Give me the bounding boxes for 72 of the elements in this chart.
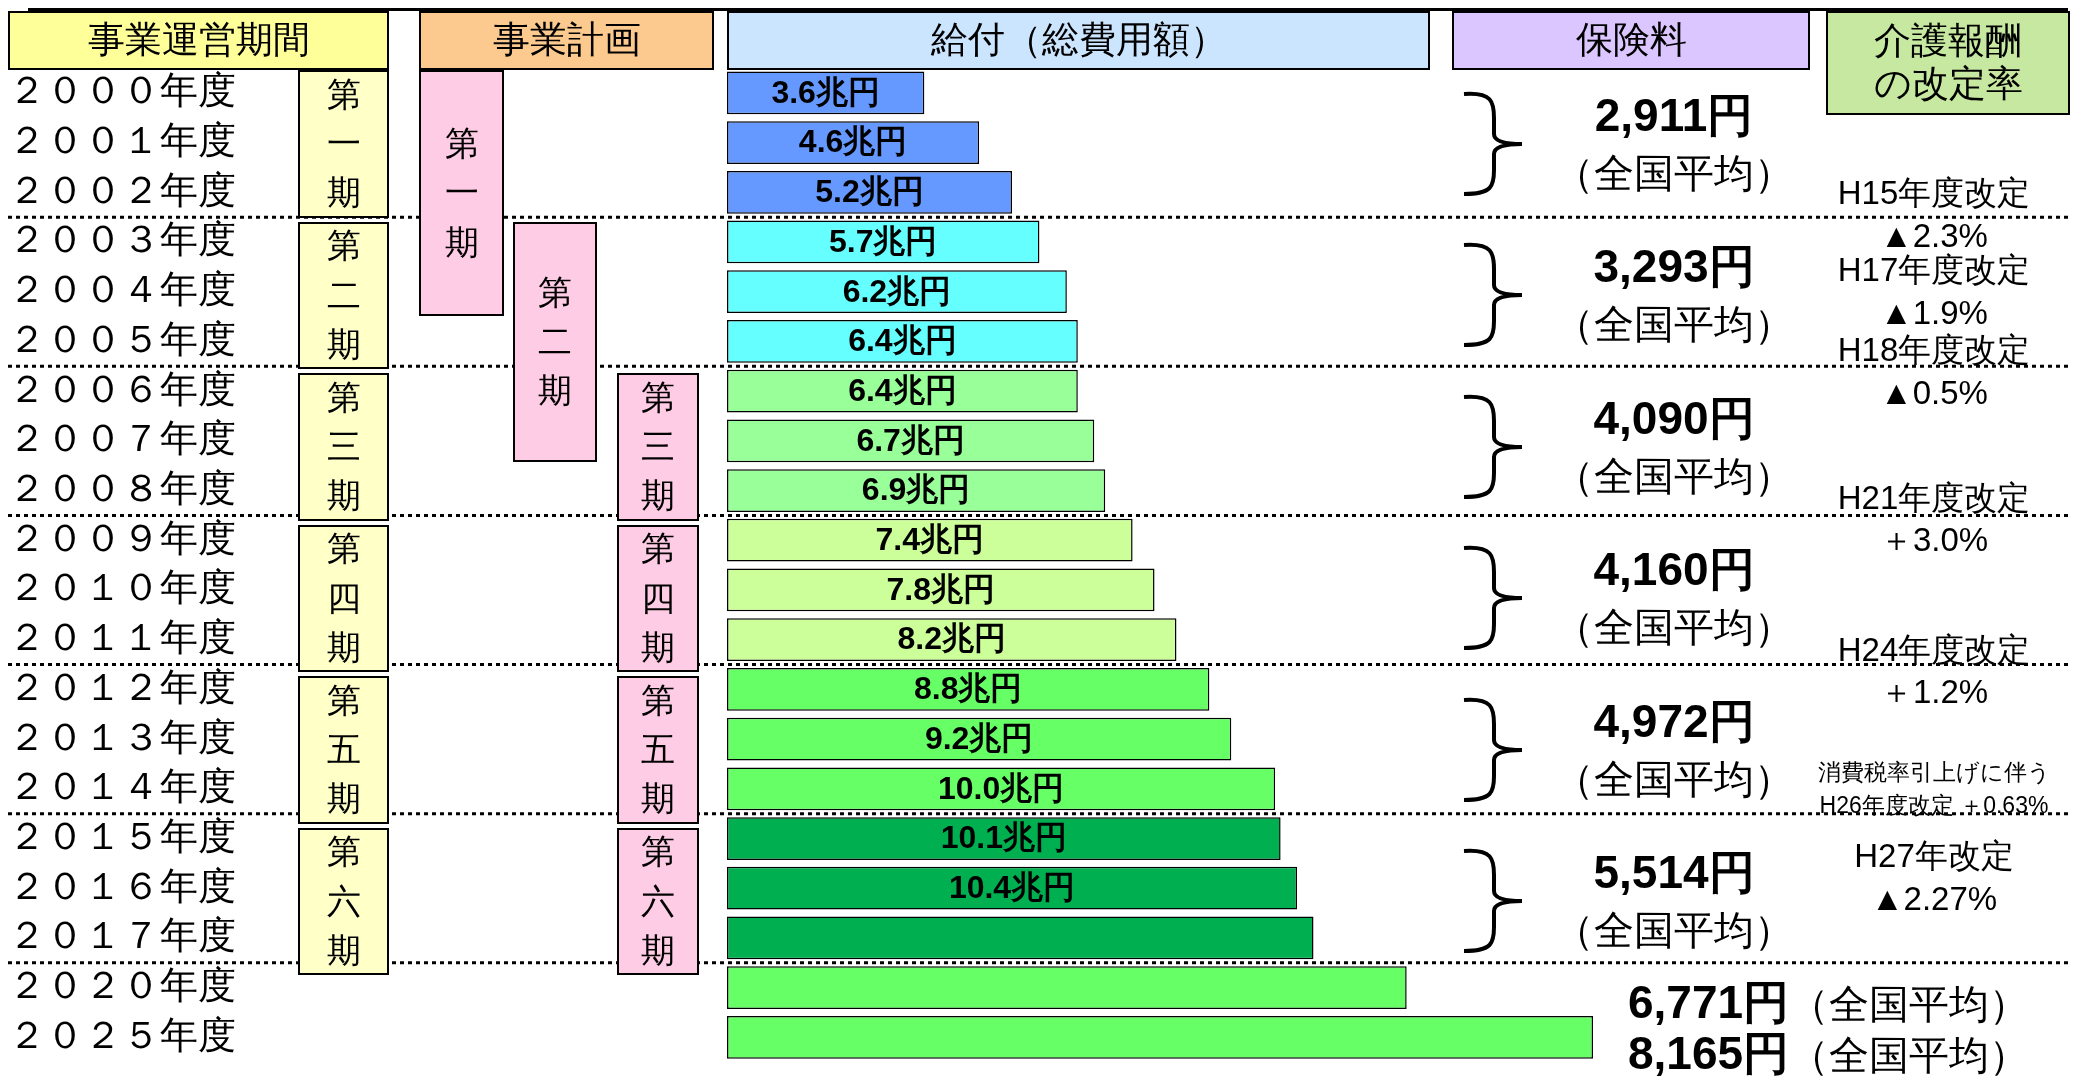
text: 消費税率引上げに伴う xyxy=(1816,758,2052,787)
text: ＋1.2% xyxy=(1878,672,1990,712)
annotation: 4,972円（全国平均） xyxy=(1553,693,1795,801)
text: H27年改定 xyxy=(1853,836,2015,876)
data-label: 8.8兆円 xyxy=(913,670,1023,707)
data-label: 10.4兆円 xyxy=(948,869,1076,906)
y-tick-label: ２０１１年度 xyxy=(8,616,236,659)
annotation: 4,090円（全国平均） xyxy=(1553,390,1795,500)
text: 第二期 xyxy=(326,226,361,365)
y-tick-label: ２００４年度 xyxy=(8,268,236,311)
text: ▲2.27% xyxy=(1869,879,1999,919)
text: 6,771円（全国平均） xyxy=(1628,976,2030,1029)
text: 第五期 xyxy=(641,680,675,819)
data-label: 6.2兆円 xyxy=(842,272,952,309)
annotation: 2,911円（全国平均） xyxy=(1553,87,1795,197)
y-tick-label: ２００９年度 xyxy=(8,516,236,559)
y-tick-label: ２０２５年度 xyxy=(8,1013,236,1056)
text: 介護報酬の改定率 xyxy=(1872,20,2024,106)
data-label: 6.4兆円 xyxy=(848,322,957,359)
data-label: 6.7兆円 xyxy=(856,421,965,458)
y-tick-label: ２０２０年度 xyxy=(8,964,236,1007)
data-label: 10.0兆円 xyxy=(937,769,1065,806)
text: 事業計画 xyxy=(492,19,641,62)
y-tick-label: ２０１６年度 xyxy=(8,864,236,907)
data-label: 7.8兆円 xyxy=(886,570,996,607)
y-tick-label: ２０１７年度 xyxy=(8,914,236,957)
annotation: 5,514円（全国平均） xyxy=(1553,845,1795,955)
text: 事業運営期間 xyxy=(87,19,310,62)
text: 第六期 xyxy=(641,832,675,971)
y-tick-label: ２０１０年度 xyxy=(8,566,236,609)
text: 第四期 xyxy=(641,529,675,668)
y-tick-label: ２００７年度 xyxy=(8,417,236,460)
data-label: 7.4兆円 xyxy=(875,521,985,558)
text: 保険料 xyxy=(1575,19,1687,62)
text: ▲0.5% xyxy=(1879,373,1989,413)
y-tick-label: ２０００年度 xyxy=(8,69,236,112)
data-label: 6.4兆円 xyxy=(848,371,957,408)
data-label: 6.9兆円 xyxy=(861,471,971,508)
y-tick-label: ２００３年度 xyxy=(8,218,236,261)
y-tick-label: ２０１３年度 xyxy=(8,715,236,758)
y-tick-label: ２００６年度 xyxy=(8,367,236,410)
text: H18年度改定 xyxy=(1836,330,2032,370)
y-tick-label: ２００１年度 xyxy=(8,119,236,162)
annotation: 4,160円（全国平均） xyxy=(1553,542,1795,652)
text: 第二期 xyxy=(538,272,572,411)
y-tick-label: ２０１４年度 xyxy=(8,765,236,808)
data-label: 4.6兆円 xyxy=(798,123,908,160)
text: ▲1.9% xyxy=(1879,293,1989,333)
text: 8,165円（全国平均） xyxy=(1628,1026,2030,1079)
annotation: 3,293円（全国平均） xyxy=(1553,239,1795,349)
text: 第一期 xyxy=(444,124,479,262)
text: 第三期 xyxy=(641,377,675,516)
text: 第一期 xyxy=(326,74,361,213)
data-label: 10.1兆円 xyxy=(940,819,1067,856)
y-tick-label: ２０１５年度 xyxy=(8,814,236,857)
text: 第六期 xyxy=(326,832,361,971)
y-tick-label: ２００２年度 xyxy=(8,168,236,211)
text: 第五期 xyxy=(326,680,361,819)
y-tick-label: ２００５年度 xyxy=(8,317,236,360)
text: 第三期 xyxy=(326,377,361,516)
text: H21年度改定 xyxy=(1836,478,2032,518)
data-label: 8.2兆円 xyxy=(897,620,1006,657)
y-tick-label: ２００８年度 xyxy=(8,467,236,510)
data-label: 3.6兆円 xyxy=(771,73,880,110)
data-label: 9.2兆円 xyxy=(924,719,1034,756)
text: H15年度改定 xyxy=(1836,173,2032,213)
data-label: 5.2兆円 xyxy=(815,173,924,210)
data-label: 5.7兆円 xyxy=(828,222,938,259)
text: ＋3.0% xyxy=(1878,520,1990,560)
text: 第四期 xyxy=(326,529,361,668)
y-tick-label: ２０１２年度 xyxy=(8,665,236,708)
text: 給付（総費用額） xyxy=(930,19,1227,62)
